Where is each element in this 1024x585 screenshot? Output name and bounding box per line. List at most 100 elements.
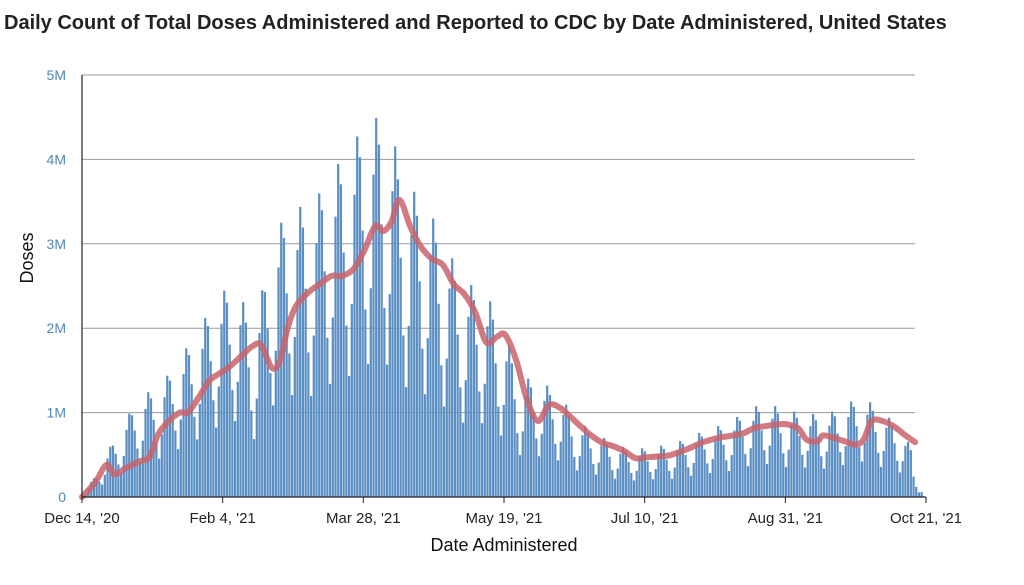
- dose-bar: [136, 448, 139, 497]
- dose-bar: [896, 460, 899, 497]
- dose-bar: [803, 467, 807, 497]
- dose-bar: [806, 450, 809, 497]
- dose-bar: [641, 448, 644, 497]
- x-tick-label: Dec 14, '20: [44, 510, 119, 527]
- dose-bar: [573, 456, 576, 497]
- dose-bar: [160, 434, 163, 497]
- dose-bar: [847, 417, 850, 497]
- dose-bar: [524, 395, 527, 497]
- dose-bar: [225, 302, 229, 497]
- dose-bar: [638, 456, 641, 497]
- dose-bar: [418, 281, 421, 497]
- dose-bar: [288, 353, 291, 497]
- dose-bar: [760, 430, 763, 497]
- dose-bar: [831, 411, 834, 497]
- dose-bar: [437, 303, 440, 497]
- dose-bar: [611, 469, 614, 497]
- dose-bar: [404, 387, 408, 497]
- dose-bar: [768, 445, 771, 497]
- dose-bar: [195, 439, 199, 497]
- dose-bar: [206, 326, 210, 497]
- dose-bar: [347, 375, 351, 497]
- dose-bar: [594, 474, 598, 497]
- dose-bar: [271, 405, 275, 497]
- dose-bar: [877, 452, 880, 497]
- dose-bar: [380, 224, 383, 497]
- dose-bar: [407, 325, 410, 497]
- dose-bar: [497, 406, 500, 497]
- dose-bar: [757, 411, 760, 497]
- dose-bar: [681, 443, 684, 497]
- dose-bar: [554, 443, 557, 497]
- dose-bar: [342, 252, 345, 497]
- dose-bar: [480, 423, 484, 497]
- dose-bar: [589, 448, 592, 497]
- dose-bar: [304, 288, 307, 497]
- dose-bar: [312, 335, 315, 497]
- dose-bar: [904, 445, 907, 497]
- dose-bar: [632, 480, 636, 497]
- dose-bar: [429, 255, 432, 497]
- dose-bar: [364, 309, 367, 497]
- dose-bar: [442, 406, 446, 497]
- dose-bar: [736, 416, 739, 497]
- dose-bar: [774, 406, 777, 497]
- dose-bar: [486, 326, 489, 497]
- dose-bar: [890, 425, 893, 497]
- dose-bar: [421, 348, 424, 497]
- dose-bar: [812, 414, 815, 497]
- dose-bar: [163, 397, 166, 497]
- dose-bar: [855, 426, 858, 497]
- dose-bar: [309, 395, 313, 497]
- dose-bar: [700, 436, 703, 497]
- dose-bar: [233, 421, 237, 497]
- dose-bar: [269, 373, 272, 497]
- dose-bar: [307, 352, 310, 497]
- dose-bar: [258, 333, 261, 497]
- dose-bar: [508, 345, 511, 497]
- dose-bar: [187, 355, 191, 497]
- dose-bar: [888, 417, 891, 497]
- dose-bar: [822, 468, 826, 497]
- dose-bar: [320, 210, 324, 498]
- dose-bar: [318, 193, 321, 497]
- dose-bar: [548, 394, 552, 497]
- chart-title: Daily Count of Total Doses Administered …: [4, 12, 947, 34]
- dose-bar: [643, 451, 646, 497]
- y-tick-label: 2M: [47, 320, 66, 336]
- axes: 0 1M 2M 3M 4M 5M Dec 14, '20 Feb 4, '21 Mar 28, …: [44, 67, 962, 527]
- dose-bar: [518, 455, 522, 497]
- dose-bar: [353, 194, 356, 498]
- dose-bar: [472, 300, 476, 497]
- dose-bar: [326, 337, 329, 497]
- x-tick-label: Feb 4, '21: [190, 510, 256, 527]
- dose-bar: [198, 403, 201, 497]
- dose-bar: [377, 144, 381, 497]
- y-tick-label: 4M: [47, 151, 66, 167]
- dose-bar: [372, 174, 375, 497]
- dose-bar: [584, 426, 587, 497]
- dose-bar: [662, 449, 665, 497]
- dose-bar: [836, 433, 839, 497]
- dose-bar: [141, 440, 144, 497]
- dose-bar: [315, 243, 318, 497]
- dose-bar: [185, 348, 188, 497]
- dose-bar: [456, 334, 459, 497]
- dose-bar: [369, 288, 372, 497]
- dose-bar: [651, 479, 655, 497]
- dose-bar: [285, 293, 288, 497]
- dose-bar: [744, 454, 747, 497]
- x-tick-label: May 19, '21: [465, 510, 542, 527]
- dose-bar: [242, 302, 245, 497]
- dose-bar: [793, 411, 796, 497]
- dose-bar: [608, 456, 611, 497]
- dose-bar: [255, 398, 258, 497]
- dose-bar: [567, 414, 570, 497]
- dose-bar: [670, 478, 674, 497]
- y-tick-label: 3M: [47, 236, 66, 252]
- dose-bar: [559, 441, 562, 497]
- dose-bar: [399, 257, 402, 497]
- dose-bar: [833, 416, 836, 497]
- dose-bar: [299, 206, 302, 497]
- dose-bar: [787, 449, 790, 497]
